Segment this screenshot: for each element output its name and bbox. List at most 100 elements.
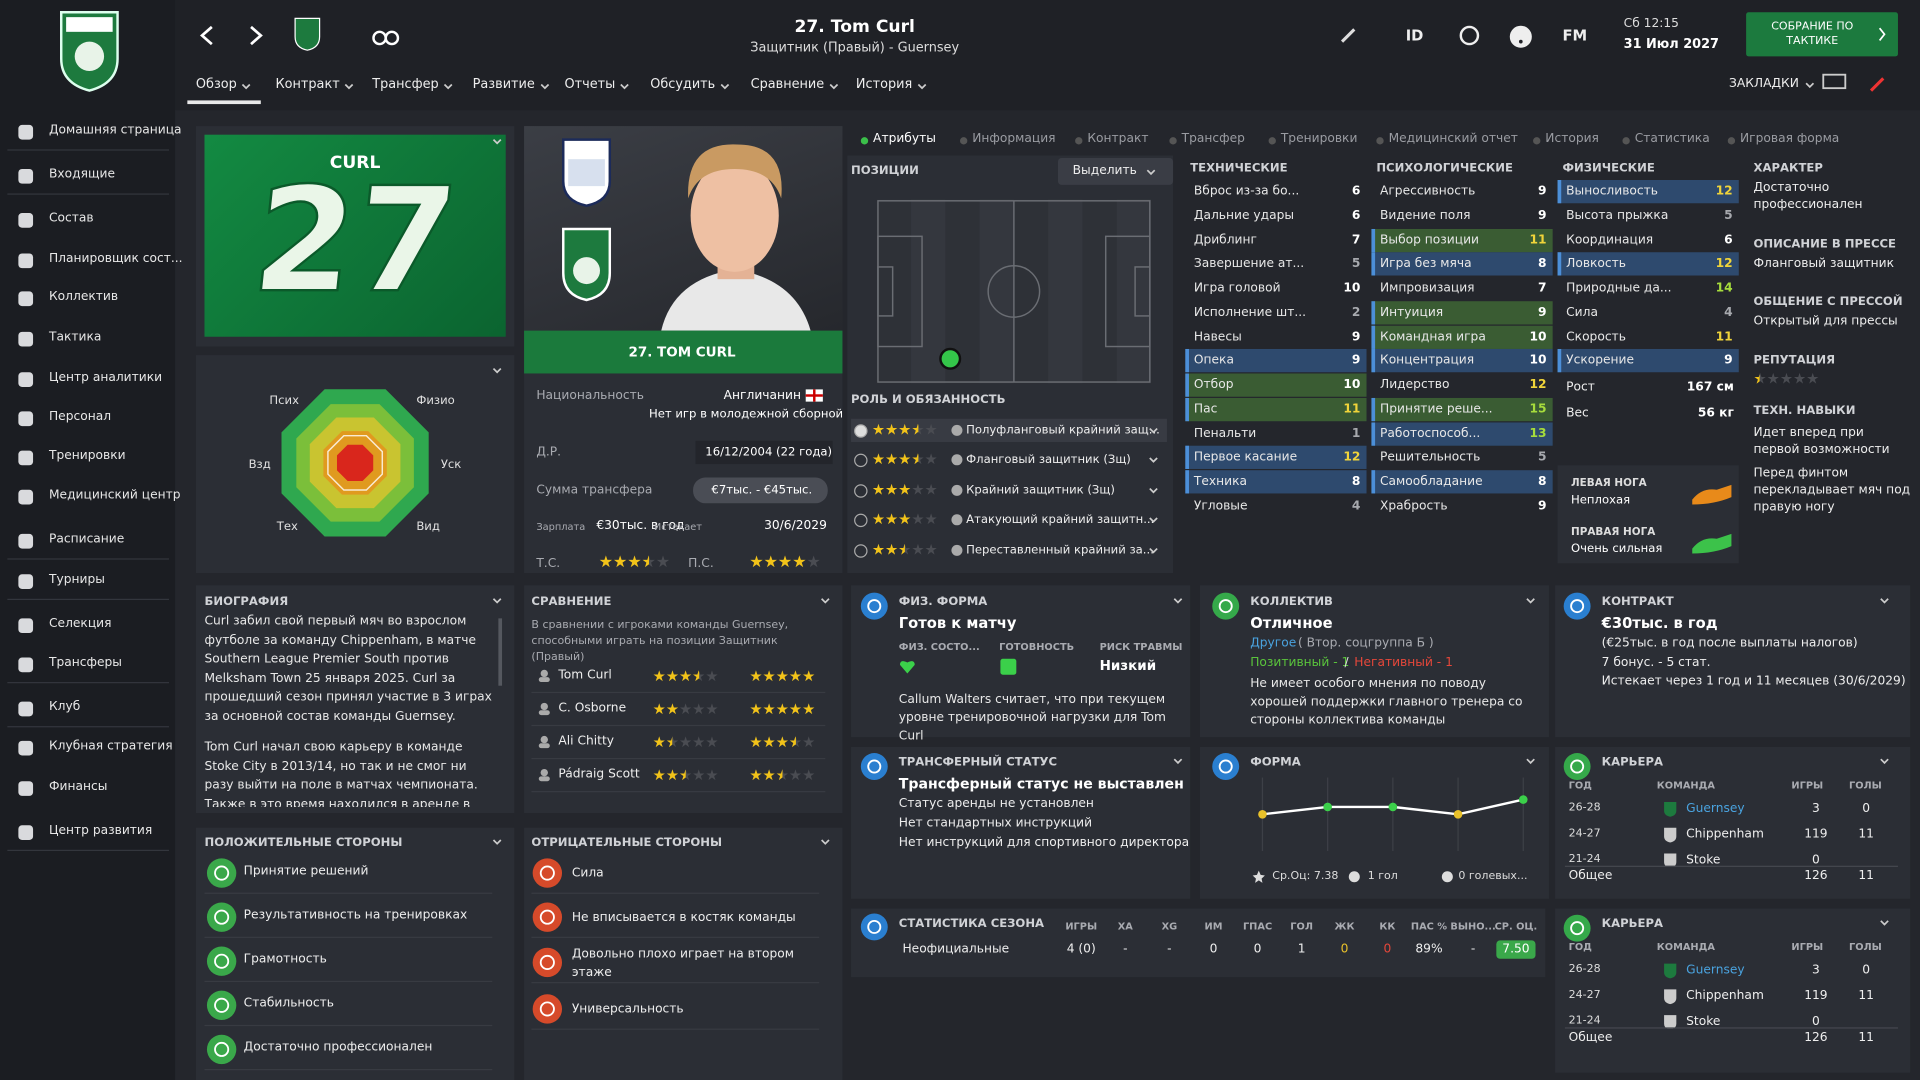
chevron[interactable] xyxy=(1880,758,1890,765)
nav-tab[interactable]: Обзор xyxy=(195,77,237,92)
nav-tab[interactable]: История xyxy=(855,77,913,92)
sidebar-item[interactable]: Финансы xyxy=(48,780,108,794)
role-radio[interactable] xyxy=(853,454,868,469)
sidebar-item[interactable]: Клубная стратегия xyxy=(48,739,173,754)
subtab[interactable]: Информация xyxy=(972,132,1056,146)
sidebar-item[interactable]: Центр развития xyxy=(48,824,153,838)
sidebar-item[interactable]: Состав xyxy=(48,211,94,226)
sidebar-item[interactable]: Турниры xyxy=(48,573,105,587)
chevron[interactable] xyxy=(1173,758,1183,765)
role-radio[interactable] xyxy=(853,483,868,498)
chevron[interactable] xyxy=(241,83,251,90)
bookmarks[interactable]: ЗАКЛАДКИ xyxy=(1728,77,1799,91)
subtab[interactable]: Трансфер xyxy=(1181,132,1245,146)
star-rating: ★★★★★★★★★★ xyxy=(749,667,816,685)
subtab[interactable]: История xyxy=(1545,132,1599,146)
nav-tab[interactable]: Обсудить xyxy=(650,77,716,92)
attr-value: 5 xyxy=(1537,450,1547,465)
sidebar-item[interactable]: Расписание xyxy=(48,532,125,547)
sidebar-item[interactable]: Трансферы xyxy=(48,656,122,670)
sidebar-item[interactable]: Медицинский центр xyxy=(48,488,181,503)
sidebar-item[interactable]: Клуб xyxy=(48,700,81,714)
panel-icon xyxy=(532,902,563,932)
nav-tab[interactable]: Отчеты xyxy=(564,77,616,92)
fm-button[interactable]: FM xyxy=(1562,26,1588,45)
subtab[interactable]: Контракт xyxy=(1087,132,1149,146)
role-radio[interactable] xyxy=(853,543,868,558)
subtab[interactable]: Тренировки xyxy=(1280,132,1358,146)
chevron[interactable] xyxy=(492,598,502,605)
chevron[interactable] xyxy=(1149,517,1159,524)
chevron[interactable] xyxy=(1880,920,1890,927)
chevron[interactable] xyxy=(917,83,927,90)
subtab[interactable]: Статистика xyxy=(1634,132,1710,146)
attr-name: Пас xyxy=(1193,402,1218,417)
nav-tab[interactable]: Сравнение xyxy=(750,77,825,92)
sidebar-separator xyxy=(7,726,169,728)
chevron[interactable] xyxy=(443,83,453,90)
chevron[interactable] xyxy=(540,83,550,90)
sidebar-item[interactable]: Селекция xyxy=(48,617,112,631)
injury-label: РИСК ТРАВМЫ xyxy=(1099,641,1183,653)
attr-highlight xyxy=(1185,397,1367,421)
left-foot-label: ЛЕВАЯ НОГА xyxy=(1571,477,1647,490)
sidebar-item[interactable]: Центр аналитики xyxy=(48,371,163,385)
chevron[interactable] xyxy=(1805,82,1815,89)
nationality-label: Национальность xyxy=(536,389,644,403)
sidebar-item[interactable]: Коллектив xyxy=(48,290,119,304)
role-radio[interactable] xyxy=(853,424,868,439)
sidebar-item[interactable]: Входящие xyxy=(48,167,115,182)
chevron[interactable] xyxy=(492,367,502,374)
chevron[interactable] xyxy=(1149,457,1159,464)
sidebar-item[interactable]: Домашняя страница xyxy=(48,123,182,138)
chevron[interactable] xyxy=(1526,758,1536,765)
info-icon xyxy=(951,484,963,496)
chevron[interactable] xyxy=(1880,598,1890,605)
form-point xyxy=(1258,810,1267,819)
strength: Достаточно профессионален xyxy=(243,1040,433,1055)
id-button[interactable]: ID xyxy=(1405,26,1424,45)
chevron[interactable] xyxy=(720,83,730,90)
role-radio[interactable] xyxy=(853,513,868,528)
chevron[interactable] xyxy=(1149,547,1159,554)
chevron[interactable] xyxy=(1149,427,1159,434)
subtab[interactable]: Медицинский отчет xyxy=(1388,132,1518,146)
chevron[interactable] xyxy=(1526,598,1536,605)
nav-tab[interactable]: Развитие xyxy=(472,77,535,92)
roles-title: РОЛЬ И ОБЯЗАННОСТЬ xyxy=(851,393,1006,407)
sidebar-item[interactable]: Тактика xyxy=(48,330,102,345)
chevron[interactable] xyxy=(492,138,502,145)
career-panel xyxy=(1555,746,1911,899)
nav-tab[interactable]: Контракт xyxy=(275,77,340,92)
nav-tab[interactable]: Трансфер xyxy=(372,77,439,92)
chevron[interactable] xyxy=(1149,487,1159,494)
squad-group: Другое xyxy=(1250,636,1297,651)
chevron[interactable] xyxy=(344,83,354,90)
chevron[interactable] xyxy=(820,839,830,846)
edit-icon[interactable] xyxy=(1340,27,1357,44)
chevron[interactable] xyxy=(829,83,839,90)
continue-button[interactable]: СОБРАНИЕ ПО ТАКТИКЕ xyxy=(1746,12,1898,57)
active-tab-underline xyxy=(187,100,261,105)
star-fill: ★★★★★ xyxy=(652,734,673,750)
star-rating: ★★★★★★★★★★ xyxy=(652,733,719,751)
stats-header: СР. ОЦ. xyxy=(1494,920,1538,932)
sidebar-item[interactable]: Планировщик сост... xyxy=(48,252,183,266)
chevron[interactable] xyxy=(1173,598,1183,605)
career-apps: 3 xyxy=(1812,963,1820,978)
help-icon[interactable] xyxy=(1509,24,1533,48)
sidebar-item[interactable]: Персонал xyxy=(48,410,112,424)
subtab[interactable]: Игровая форма xyxy=(1740,132,1840,146)
fee-pill[interactable] xyxy=(693,477,828,504)
back-button[interactable] xyxy=(198,24,215,46)
career-goals: 0 xyxy=(1862,963,1871,978)
chevron[interactable] xyxy=(820,598,830,605)
chevron[interactable] xyxy=(620,83,630,90)
chevron[interactable] xyxy=(492,839,502,846)
search-icon[interactable] xyxy=(372,24,400,46)
sidebar-item[interactable]: Тренировки xyxy=(48,449,126,463)
chevron[interactable] xyxy=(1146,169,1156,176)
globe-icon[interactable] xyxy=(1457,24,1481,48)
forward-button[interactable] xyxy=(247,24,264,46)
subtab[interactable]: Атрибуты xyxy=(873,132,936,146)
